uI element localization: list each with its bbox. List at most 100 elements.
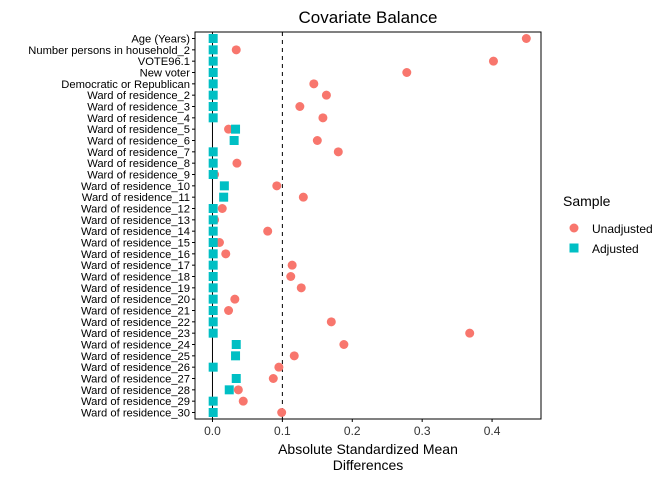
y-axis-labels: Age (Years)Number persons in household_2… (28, 34, 190, 420)
chart-title: Covariate Balance (299, 8, 438, 27)
point-unadjusted (238, 396, 248, 406)
point-adjusted (208, 226, 218, 236)
point-adjusted (231, 340, 241, 349)
legend-key-adjusted (569, 243, 579, 253)
y-tick-label: Age (Years) (131, 34, 190, 46)
point-unadjusted (268, 374, 278, 383)
x-axis: 0.0 0.1 0.2 0.3 0.4 (204, 419, 501, 438)
y-axis-ticks (192, 38, 195, 413)
point-unadjusted (321, 90, 331, 100)
point-unadjusted (333, 147, 343, 157)
y-tick-label: New voter (140, 68, 191, 80)
y-tick-label: Ward of residence_17 (81, 260, 190, 272)
y-tick-label: Ward of residence_20 (81, 294, 190, 306)
point-unadjusted (231, 45, 241, 55)
point-adjusted (208, 396, 218, 406)
point-adjusted (229, 136, 239, 145)
y-tick-label: Ward of residence_11 (82, 192, 190, 204)
legend-title: Sample (563, 193, 611, 209)
point-unadjusted (232, 158, 242, 168)
y-tick-label: Ward of residence_13 (81, 215, 190, 227)
point-adjusted (208, 170, 218, 179)
point-unadjusted (286, 272, 296, 281)
y-tick-label: VOTE96.1 (138, 56, 190, 68)
y-tick-label: Ward of residence_9 (87, 170, 190, 182)
point-unadjusted (402, 68, 412, 77)
point-adjusted (208, 317, 218, 327)
point-adjusted (208, 272, 218, 281)
point-adjusted (219, 192, 229, 202)
point-unadjusted (295, 102, 305, 111)
point-adjusted (208, 158, 218, 168)
point-adjusted (208, 306, 218, 315)
x-tick-label: 0.3 (414, 424, 431, 438)
y-tick-label: Ward of residence_18 (81, 272, 190, 284)
point-adjusted (208, 408, 218, 417)
y-tick-label: Ward of residence_22 (81, 317, 190, 329)
y-tick-label: Ward of residence_30 (81, 408, 190, 420)
y-tick-label: Ward of residence_28 (81, 385, 190, 397)
data-points (208, 34, 531, 417)
x-tick-label: 0.1 (274, 424, 291, 438)
point-adjusted (208, 90, 218, 100)
y-tick-label: Number persons in household_2 (28, 45, 190, 57)
y-tick-label: Democratic or Republican (61, 79, 190, 91)
y-tick-label: Ward of residence_29 (81, 396, 190, 408)
y-tick-label: Ward of residence_27 (81, 374, 190, 386)
point-unadjusted (339, 340, 349, 349)
point-unadjusted (224, 124, 234, 134)
legend: Sample Unadjusted Adjusted (563, 193, 653, 256)
point-unadjusted (296, 283, 306, 293)
y-tick-label: Ward of residence_25 (81, 351, 190, 363)
point-adjusted (224, 385, 234, 395)
x-axis-label-line-2: Differences (333, 457, 404, 473)
legend-label-adjusted: Adjusted (592, 242, 639, 256)
point-unadjusted (318, 113, 328, 123)
point-unadjusted (287, 260, 297, 270)
point-unadjusted (230, 294, 240, 304)
y-tick-label: Ward of residence_24 (81, 340, 190, 352)
point-adjusted (231, 374, 241, 383)
point-adjusted (231, 351, 241, 361)
point-unadjusted (488, 56, 498, 66)
point-adjusted (208, 283, 218, 293)
point-adjusted (208, 34, 218, 43)
y-tick-label: Ward of residence_12 (81, 204, 190, 216)
point-adjusted (208, 68, 218, 77)
y-tick-label: Ward of residence_2 (87, 90, 190, 102)
point-adjusted (208, 294, 218, 304)
point-adjusted (208, 56, 218, 66)
point-unadjusted (298, 192, 308, 202)
y-tick-label: Ward of residence_21 (81, 306, 190, 318)
point-unadjusted (233, 385, 243, 395)
point-adjusted (208, 328, 218, 338)
point-unadjusted (217, 204, 227, 213)
y-tick-label: Ward of residence_26 (81, 362, 190, 374)
point-unadjusted (521, 34, 531, 43)
point-unadjusted (263, 226, 273, 236)
point-unadjusted (224, 306, 234, 315)
x-axis-label-line-1: Absolute Standardized Mean (278, 441, 458, 457)
point-adjusted (208, 204, 218, 213)
point-adjusted (208, 215, 218, 225)
point-adjusted (208, 260, 218, 270)
plot-panel (194, 31, 542, 420)
point-adjusted (208, 79, 218, 89)
y-tick-label: Ward of residence_6 (87, 136, 190, 148)
point-unadjusted (326, 317, 336, 327)
point-adjusted (208, 147, 218, 157)
x-tick-label: 0.4 (484, 424, 501, 438)
legend-label-unadjusted: Unadjusted (592, 222, 653, 236)
point-adjusted (208, 249, 218, 259)
point-adjusted (208, 113, 218, 123)
point-unadjusted (221, 249, 231, 259)
y-tick-label: Ward of residence_23 (81, 328, 190, 340)
y-tick-label: Ward of residence_4 (87, 113, 190, 125)
point-adjusted (208, 45, 218, 55)
y-tick-label: Ward of residence_5 (87, 124, 190, 136)
x-tick-label: 0.0 (204, 424, 221, 438)
y-tick-label: Ward of residence_15 (81, 238, 190, 250)
y-tick-label: Ward of residence_10 (81, 181, 190, 193)
y-tick-label: Ward of residence_16 (81, 249, 190, 261)
